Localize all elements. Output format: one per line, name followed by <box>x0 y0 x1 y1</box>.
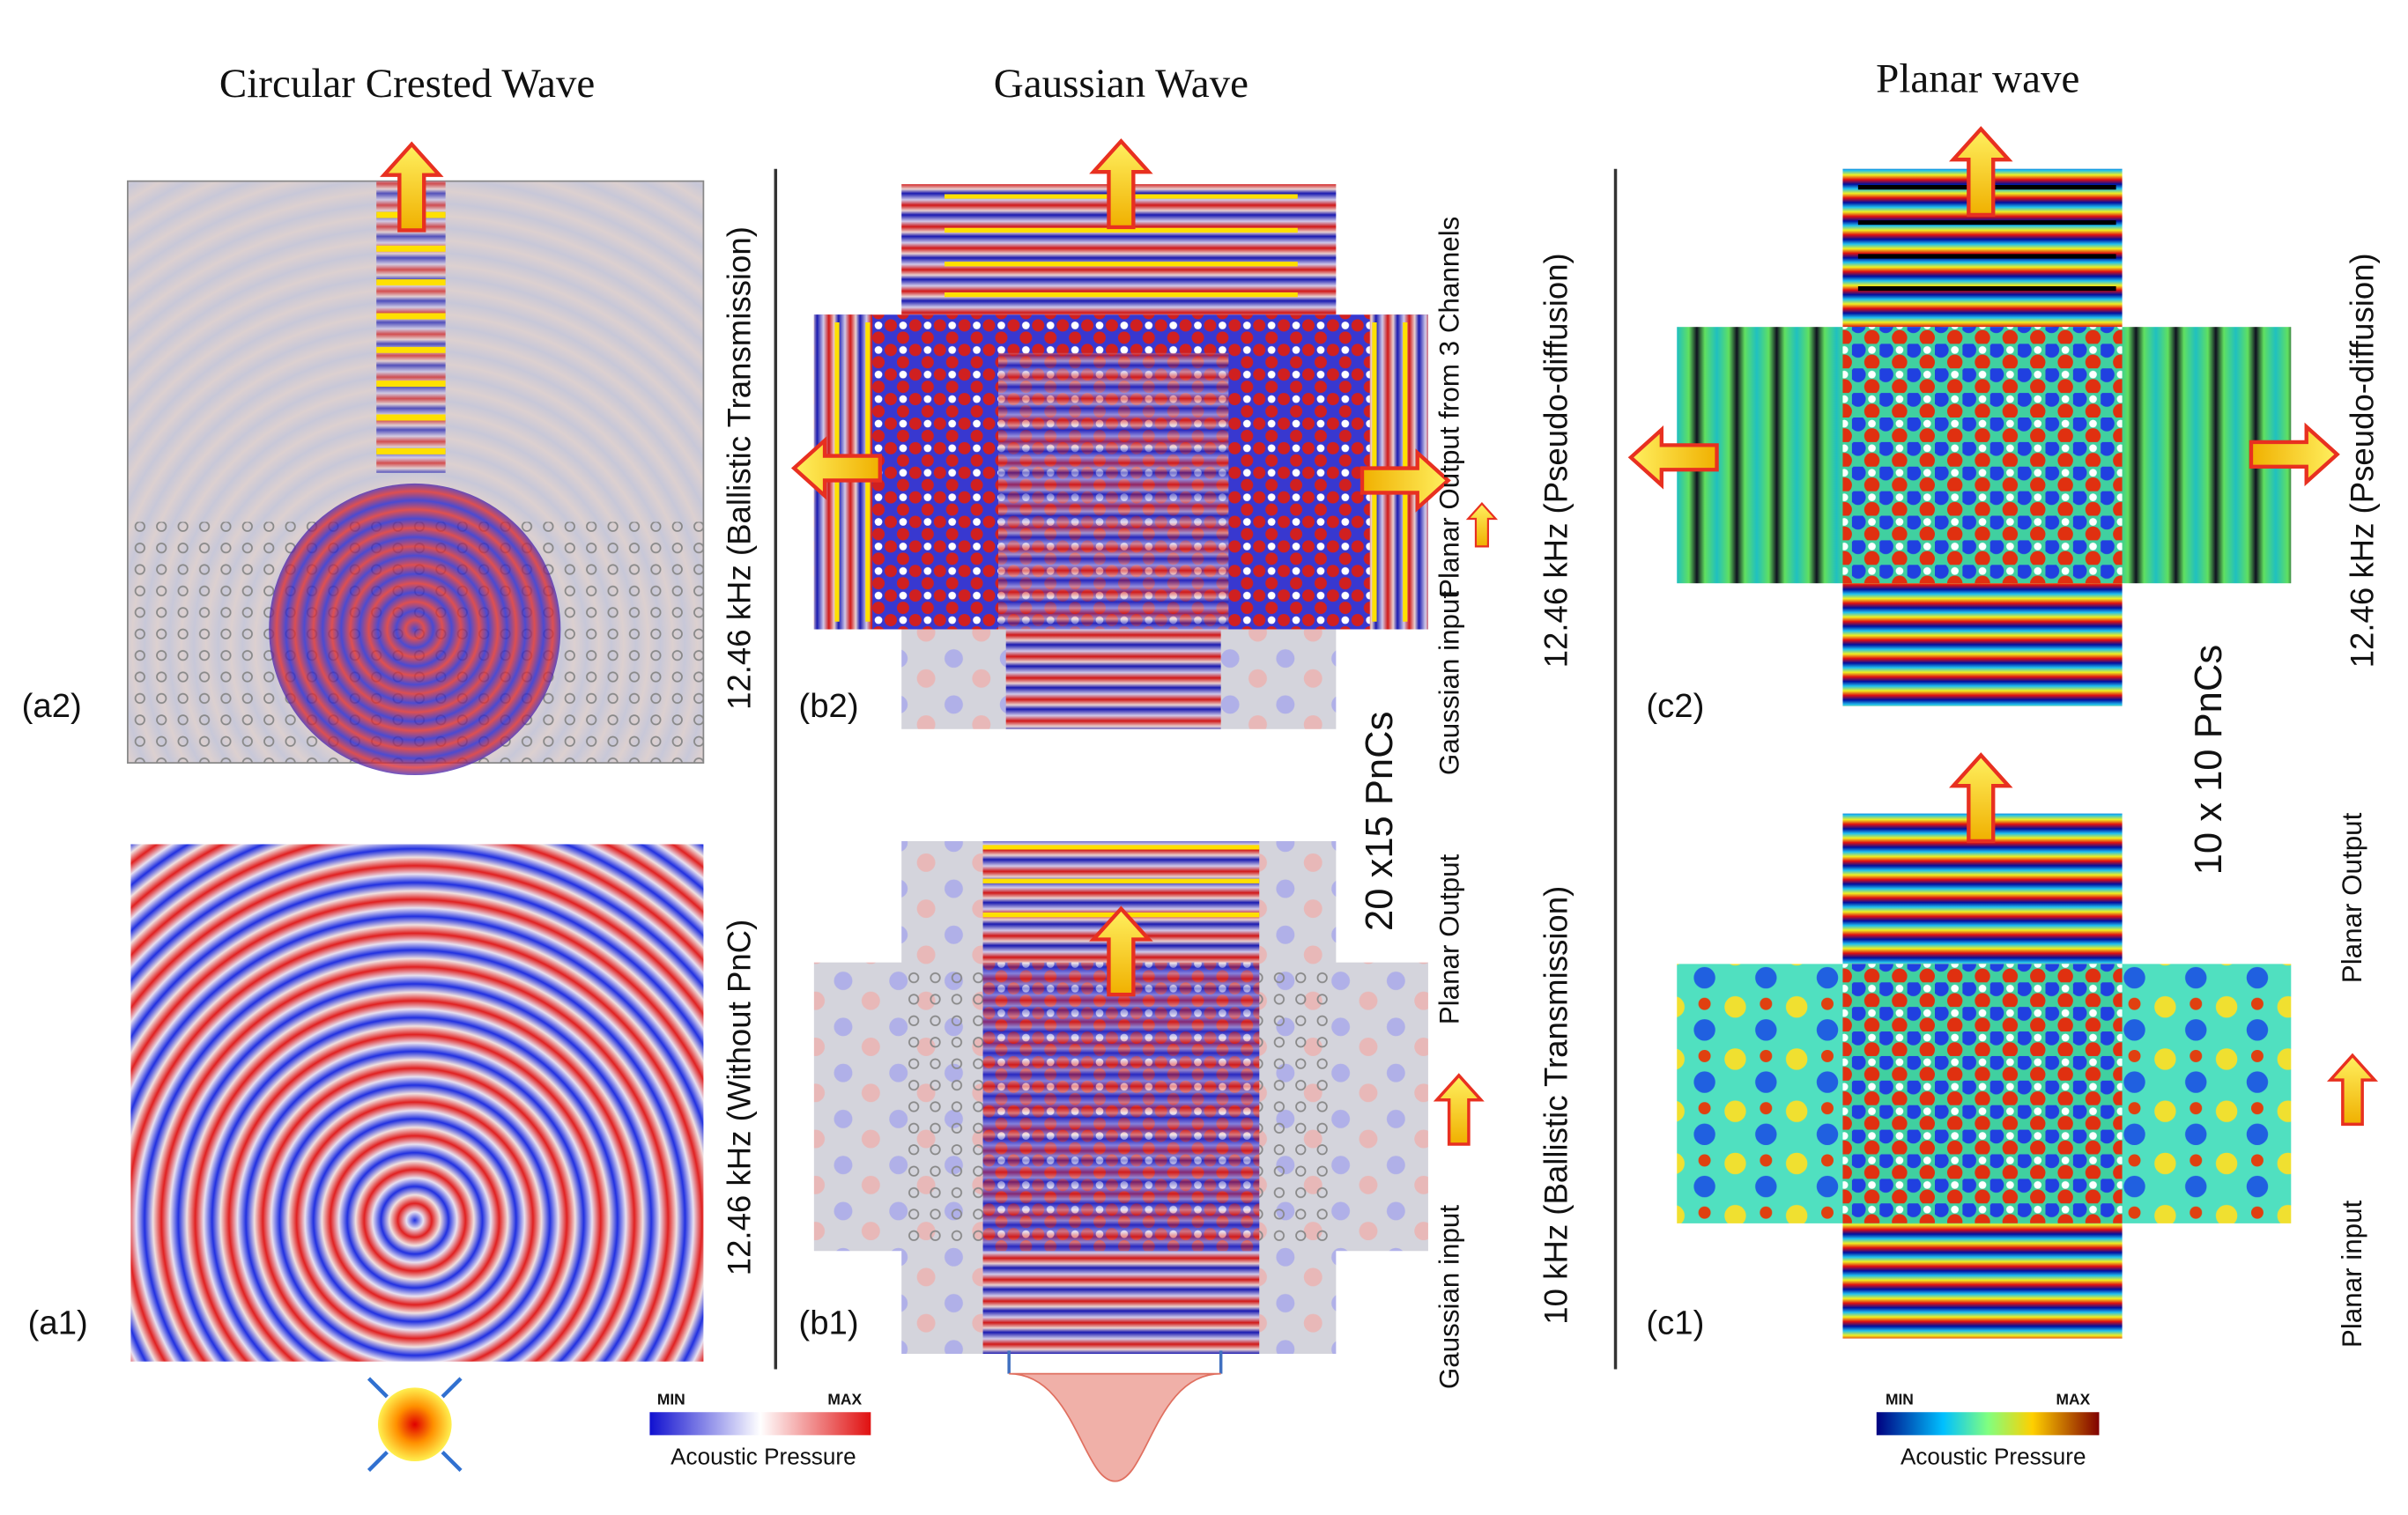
colorbar: MIN MAX Acoustic Pressure <box>1876 1391 2100 1469</box>
panel-c1 <box>1677 755 2292 1339</box>
crystal-label: 10 x 10 PnCs <box>2188 645 2230 875</box>
colorbar-min: MIN <box>657 1391 685 1408</box>
panel-b2 <box>794 141 1448 729</box>
column-title: Planar wave <box>1876 56 2079 102</box>
column-title: Gaussian Wave <box>994 61 1248 107</box>
crystal-label: 20 x15 PnCs <box>1359 712 1401 931</box>
input-arrow <box>1467 502 1497 548</box>
arrow-label: Planar input <box>2337 1200 2367 1348</box>
side-label: 10 kHz (Ballistic Transmission) <box>1538 886 1574 1325</box>
colorbar: MIN MAX Acoustic Pressure <box>649 1391 871 1469</box>
arrow-label: Planar Output from 3 Channels <box>1434 217 1464 597</box>
source-icon <box>367 1377 463 1473</box>
colorbar-max: MAX <box>827 1391 862 1408</box>
input-arrow <box>1434 1074 1483 1146</box>
panel-label: (a2) <box>22 687 82 725</box>
panel-b1 <box>813 840 1428 1482</box>
arrow-label: Planar Output <box>2337 812 2367 983</box>
side-label: 12.46 kHz (Pseudo-diffusion) <box>2345 253 2381 668</box>
panel-label: (c2) <box>1646 687 1704 725</box>
panel-label: (b1) <box>798 1304 858 1341</box>
input-arrow <box>2329 1053 2376 1127</box>
panel-a2 <box>127 144 705 776</box>
panel-a1 <box>130 844 704 1362</box>
panel-label: (c1) <box>1646 1304 1704 1341</box>
arrow-label: Planar Output <box>1434 854 1464 1024</box>
arrow-label: Gaussian input <box>1434 1205 1464 1389</box>
side-label: 12.46 kHz (Without PnC) <box>722 920 758 1276</box>
arrow-label: Gaussian input <box>1434 591 1464 775</box>
side-label: 12.46 kHz (Ballistic Transmission) <box>722 226 758 710</box>
panel-label: (a1) <box>28 1304 88 1341</box>
panel-label: (b2) <box>798 687 858 725</box>
colorbar-min: MIN <box>1886 1391 1914 1408</box>
colorbar-max: MAX <box>2056 1391 2090 1408</box>
column-title: Circular Crested Wave <box>219 61 595 107</box>
side-label: 12.46 kHz (Pseudo-diffusion) <box>1538 253 1574 668</box>
colorbar-label: Acoustic Pressure <box>671 1443 856 1469</box>
colorbar-label: Acoustic Pressure <box>1900 1443 2086 1469</box>
panel-c2 <box>1631 129 2338 706</box>
